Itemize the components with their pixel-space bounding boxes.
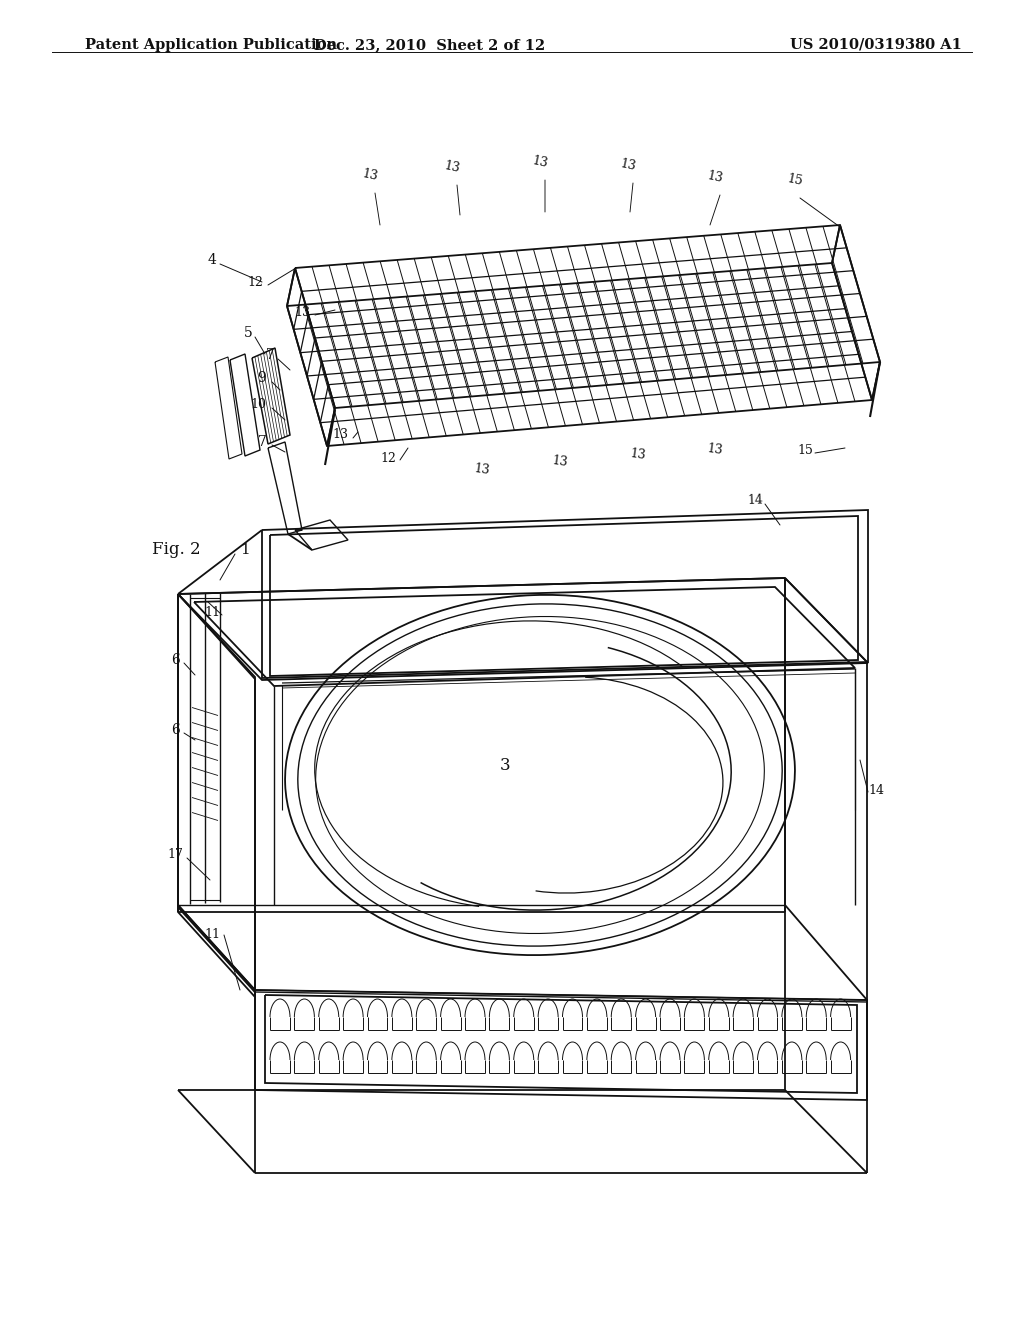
Text: 15: 15	[785, 172, 804, 187]
Text: 12: 12	[247, 276, 263, 289]
Text: 6: 6	[171, 723, 179, 737]
Text: 15: 15	[797, 444, 813, 457]
Text: 13: 13	[530, 154, 549, 170]
Text: Fig. 2: Fig. 2	[152, 541, 201, 558]
Text: 3: 3	[500, 756, 510, 774]
Text: 7: 7	[265, 348, 274, 362]
Text: 14: 14	[746, 494, 763, 507]
Text: 13: 13	[551, 454, 568, 470]
Text: Dec. 23, 2010  Sheet 2 of 12: Dec. 23, 2010 Sheet 2 of 12	[314, 38, 546, 51]
Text: 14: 14	[868, 784, 884, 796]
Text: 13: 13	[332, 429, 348, 441]
Text: 13: 13	[706, 169, 724, 185]
Text: 10: 10	[250, 399, 266, 412]
Text: 12: 12	[380, 451, 396, 465]
Text: US 2010/0319380 A1: US 2010/0319380 A1	[790, 38, 962, 51]
Text: 1: 1	[240, 543, 250, 557]
Text: 11: 11	[204, 606, 220, 619]
Text: 7: 7	[258, 436, 266, 449]
Text: 17: 17	[167, 849, 183, 862]
Text: 4: 4	[208, 253, 216, 267]
Text: Patent Application Publication: Patent Application Publication	[85, 38, 337, 51]
Text: 13: 13	[618, 157, 637, 173]
Text: 13: 13	[294, 305, 310, 318]
Text: 5: 5	[244, 326, 252, 341]
Text: 11: 11	[204, 928, 220, 941]
Text: 13: 13	[442, 158, 461, 176]
Text: 13: 13	[629, 447, 647, 462]
Text: 6: 6	[171, 653, 179, 667]
Text: 9: 9	[258, 371, 266, 385]
Text: 13: 13	[473, 462, 490, 478]
Text: 13: 13	[360, 166, 379, 183]
Text: 13: 13	[707, 442, 724, 458]
